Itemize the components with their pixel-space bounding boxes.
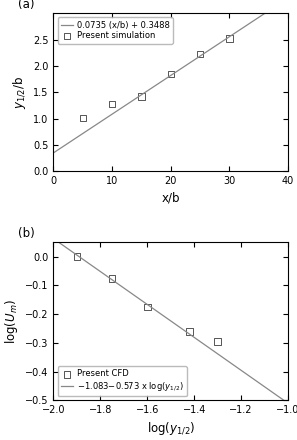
Present simulation: [168, 70, 173, 77]
Text: (b): (b): [18, 227, 34, 240]
Legend: 0.0735 (x/b) + 0.3488, Present simulation: 0.0735 (x/b) + 0.3488, Present simulatio…: [58, 17, 173, 44]
Present simulation: [227, 35, 232, 42]
Present CFD: [75, 253, 79, 260]
Present CFD: [110, 275, 114, 282]
Present simulation: [110, 100, 114, 107]
Present simulation: [139, 93, 144, 100]
Y-axis label: log($U_{m}$): log($U_{m}$): [3, 299, 20, 344]
Present CFD: [145, 304, 150, 311]
Present CFD: [215, 338, 220, 345]
Present simulation: [198, 50, 203, 57]
Y-axis label: $y_{1/2}$/b: $y_{1/2}$/b: [11, 76, 28, 109]
Present CFD: [187, 328, 192, 335]
Present simulation: [80, 114, 85, 121]
Legend: Present CFD, $-$1.083$-$0.573 x log($y_{1/2}$): Present CFD, $-$1.083$-$0.573 x log($y_{…: [58, 366, 187, 396]
Text: (a): (a): [18, 0, 34, 11]
X-axis label: x/b: x/b: [162, 192, 180, 205]
X-axis label: log($y_{1/2}$): log($y_{1/2}$): [147, 421, 195, 437]
